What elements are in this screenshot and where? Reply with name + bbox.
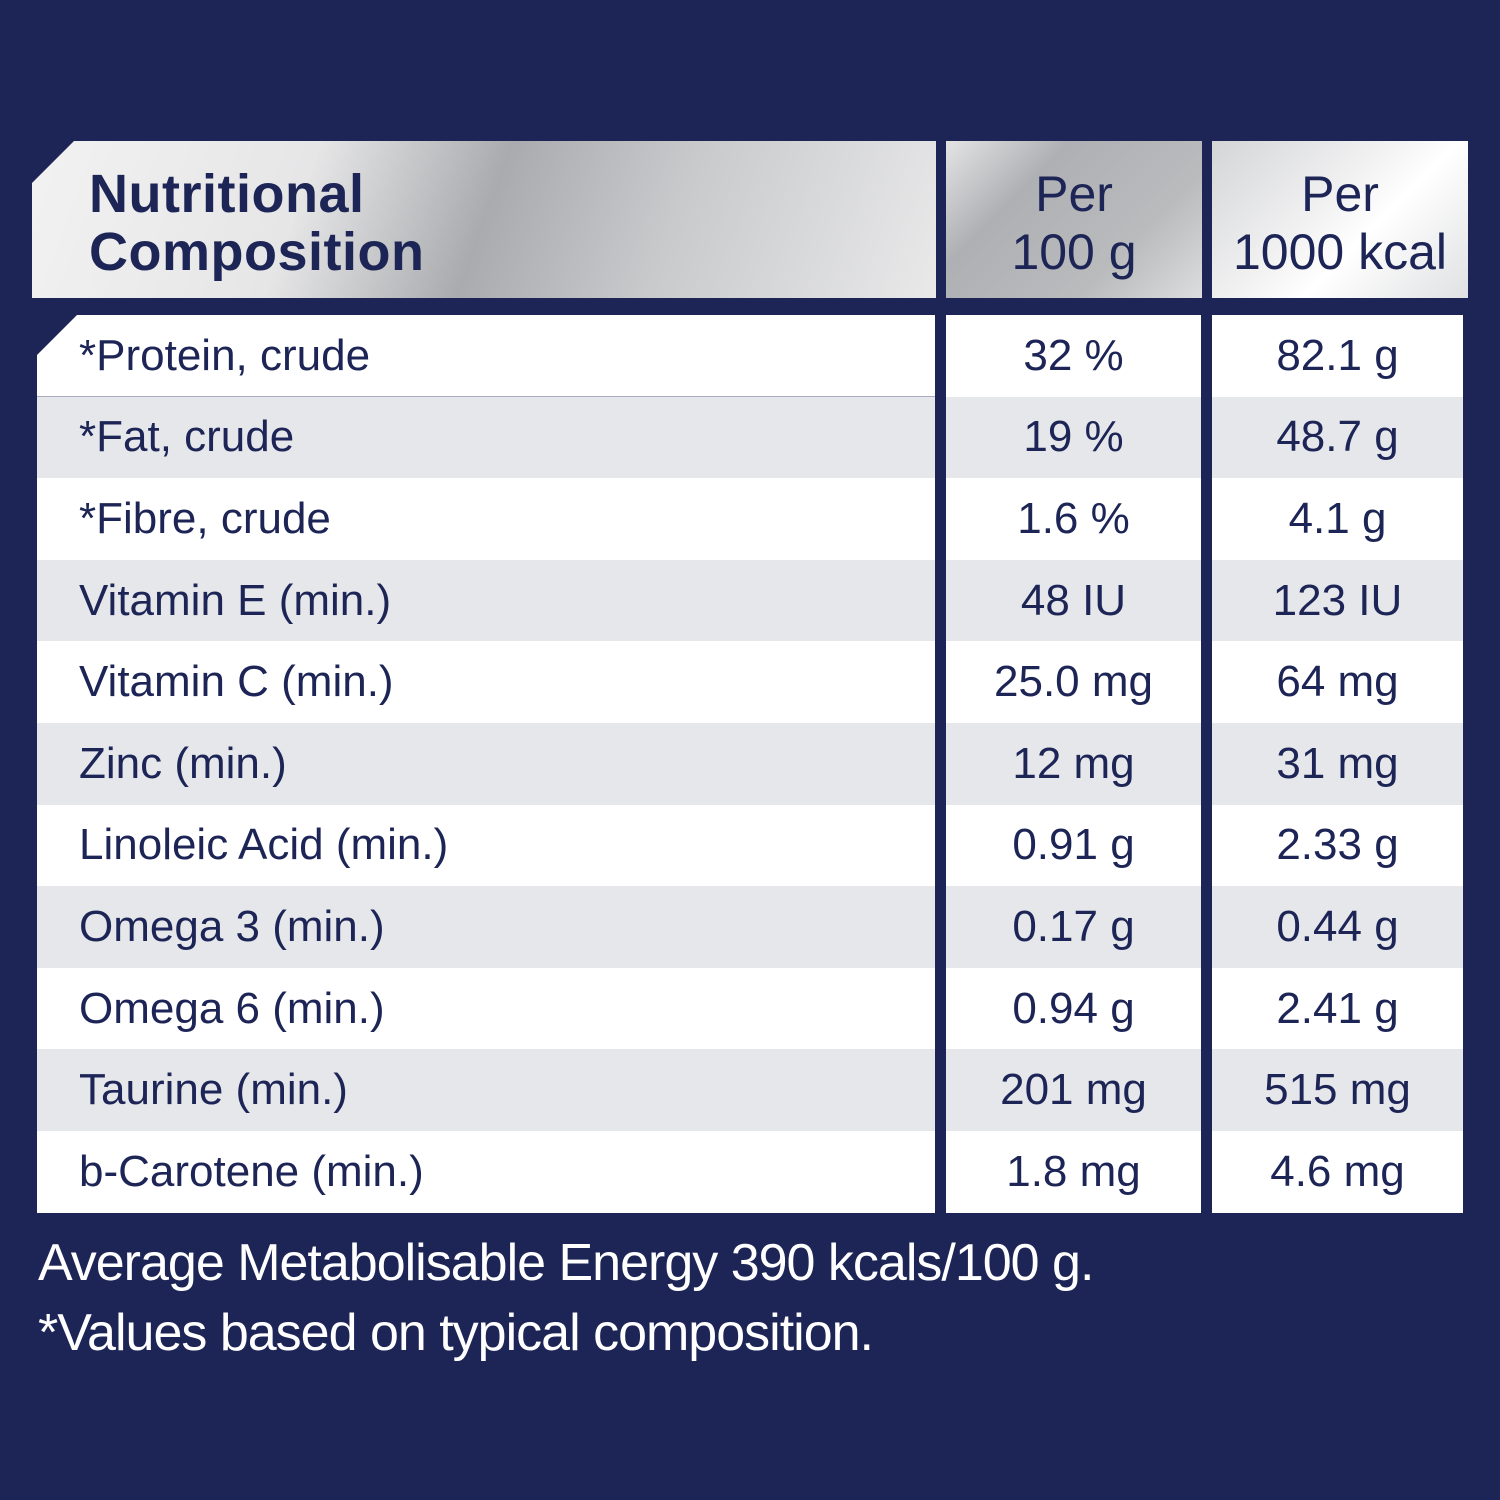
table-row: Zinc (min.) 12 mg 31 mg — [0, 722, 1500, 805]
value-per-1000kcal: 2.33 g — [1212, 804, 1463, 887]
nutrient-name: Taurine (min.) — [37, 1049, 935, 1131]
table-row: Omega 3 (min.) 0.17 g 0.44 g — [0, 886, 1500, 968]
energy-note: Average Metabolisable Energy 390 kcals/1… — [38, 1234, 1094, 1292]
nutrient-name: b-Carotene (min.) — [37, 1130, 935, 1213]
title-line-2: Composition — [89, 222, 425, 282]
value-per-1000kcal: 64 mg — [1212, 641, 1463, 723]
header-nutritional-composition: Nutritional Composition — [32, 141, 936, 298]
table-row: Omega 6 (min.) 0.94 g 2.41 g — [0, 967, 1500, 1050]
nutrient-name: Zinc (min.) — [37, 722, 935, 805]
footer-notes: Average Metabolisable Energy 390 kcals/1… — [38, 1228, 1094, 1368]
nutrient-name: *Protein, crude — [37, 315, 935, 397]
value-per-100g: 25.0 mg — [946, 641, 1201, 723]
table-row: Taurine (min.) 201 mg 515 mg — [0, 1049, 1500, 1131]
value-per-100g: 19 % — [946, 396, 1201, 479]
value-per-1000kcal: 0.44 g — [1212, 886, 1463, 968]
nutrient-name: *Fibre, crude — [37, 478, 935, 560]
nutrient-name: Linoleic Acid (min.) — [37, 804, 935, 887]
table-row: *Protein, crude 32 % 82.1 g — [0, 315, 1500, 397]
col2-header-line-1: Per — [1035, 166, 1113, 222]
value-per-1000kcal: 2.41 g — [1212, 967, 1463, 1050]
typical-values-note: *Values based on typical composition. — [38, 1304, 874, 1362]
title-line-1: Nutritional — [89, 164, 365, 224]
value-per-100g: 201 mg — [946, 1049, 1201, 1131]
nutrient-name: Vitamin E (min.) — [37, 559, 935, 642]
col2-header-line-2: 100 g — [1011, 224, 1137, 280]
value-per-100g: 0.91 g — [946, 804, 1201, 887]
value-per-1000kcal: 4.6 mg — [1212, 1130, 1463, 1213]
value-per-100g: 1.6 % — [946, 478, 1201, 560]
value-per-1000kcal: 515 mg — [1212, 1049, 1463, 1131]
nutrient-name: Omega 3 (min.) — [37, 886, 935, 968]
header-per-100g: Per 100 g — [946, 141, 1202, 298]
nutrition-table-body: *Protein, crude 32 % 82.1 g *Fat, crude 19 %… — [0, 315, 1500, 1213]
table-row: b-Carotene (min.) 1.8 mg 4.6 mg — [0, 1130, 1500, 1213]
value-per-1000kcal: 82.1 g — [1212, 315, 1463, 397]
value-per-100g: 48 IU — [946, 559, 1201, 642]
value-per-1000kcal: 48.7 g — [1212, 396, 1463, 479]
nutrient-name: *Fat, crude — [37, 396, 935, 479]
table-row: Vitamin E (min.) 48 IU 123 IU — [0, 559, 1500, 642]
value-per-100g: 0.94 g — [946, 967, 1201, 1050]
value-per-100g: 1.8 mg — [946, 1130, 1201, 1213]
table-row: *Fibre, crude 1.6 % 4.1 g — [0, 478, 1500, 560]
table-row: Vitamin C (min.) 25.0 mg 64 mg — [0, 641, 1500, 723]
col3-header-line-1: Per — [1301, 166, 1379, 222]
table-row: *Fat, crude 19 % 48.7 g — [0, 396, 1500, 479]
nutrient-name: Omega 6 (min.) — [37, 967, 935, 1050]
value-per-100g: 12 mg — [946, 722, 1201, 805]
col3-header-line-2: 1000 kcal — [1232, 224, 1448, 280]
value-per-1000kcal: 123 IU — [1212, 559, 1463, 642]
value-per-100g: 32 % — [946, 315, 1201, 397]
header-per-1000kcal: Per 1000 kcal — [1212, 141, 1468, 298]
nutrient-name: Vitamin C (min.) — [37, 641, 935, 723]
value-per-100g: 0.17 g — [946, 886, 1201, 968]
value-per-1000kcal: 31 mg — [1212, 722, 1463, 805]
value-per-1000kcal: 4.1 g — [1212, 478, 1463, 560]
table-title: Nutritional Composition — [89, 165, 424, 281]
table-row: Linoleic Acid (min.) 0.91 g 2.33 g — [0, 804, 1500, 887]
